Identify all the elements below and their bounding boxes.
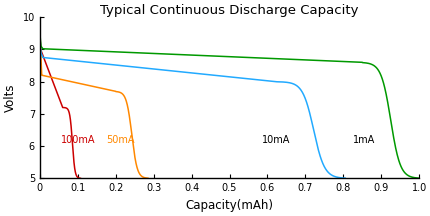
Text: 100mA: 100mA xyxy=(61,135,95,145)
Text: 10mA: 10mA xyxy=(261,135,289,145)
Text: 1mA: 1mA xyxy=(352,135,374,145)
Y-axis label: Volts: Volts xyxy=(4,84,17,112)
X-axis label: Capacity(mAh): Capacity(mAh) xyxy=(185,199,273,212)
Text: 50mA: 50mA xyxy=(106,135,135,145)
Title: Typical Continuous Discharge Capacity: Typical Continuous Discharge Capacity xyxy=(100,4,358,17)
